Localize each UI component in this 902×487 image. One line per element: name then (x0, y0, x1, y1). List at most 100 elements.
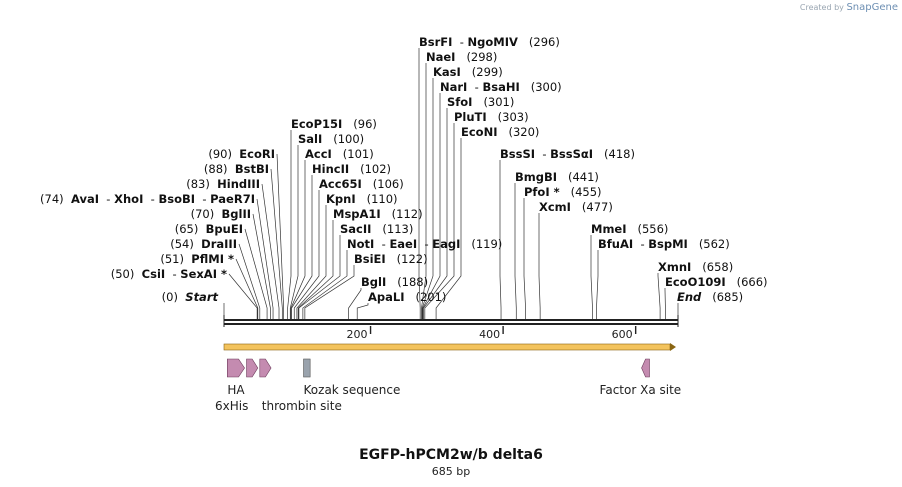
site-leader (289, 145, 299, 319)
enzyme-name: BmgBI (515, 170, 557, 184)
site-position: (50) (111, 267, 135, 281)
site-label-right: MspA1I (112) (333, 207, 423, 221)
orf-arrows (223, 343, 676, 351)
site-label-right: KpnI (110) (326, 192, 398, 206)
enzyme-name: KasI (433, 65, 461, 79)
site-position: (88) (204, 162, 228, 176)
site-label-right: SacII (113) (340, 222, 413, 236)
enzyme-name: MspA1I (333, 207, 381, 221)
site-label-right: EcoO109I (666) (665, 275, 768, 289)
enzyme-name: MmeI (591, 222, 627, 236)
feature-track: HA 6xHis thrombin site Kozak sequence Factor… (215, 358, 681, 413)
site-leader (290, 160, 306, 319)
site-leader (422, 93, 441, 319)
site-leader (421, 63, 427, 319)
site-labels: (0) Start (50) CsiI - SexAI *(51) PflMI *… (40, 35, 768, 304)
site-position: (51) (160, 252, 184, 266)
site-leader (235, 258, 259, 319)
site-position: (320) (508, 125, 539, 139)
site-leader (276, 153, 284, 319)
site-label-left: (51) PflMI * (160, 252, 234, 266)
site-leader (523, 198, 526, 319)
site-label-right: BmgBI (441) (515, 170, 599, 184)
site-leader (261, 183, 280, 319)
site-position: (65) (175, 222, 199, 236)
site-leader (287, 130, 292, 319)
feature-label: Kozak sequence (304, 383, 401, 397)
site-leader (252, 213, 271, 319)
site-position: (477) (582, 200, 613, 214)
enzyme-name: BsiEI (354, 252, 386, 266)
enzyme-name: EcoP15I (291, 117, 342, 131)
enzyme-name: XmnI (658, 260, 691, 274)
site-label-left: (88) BstBI (204, 162, 269, 176)
enzyme-name: AccI (305, 147, 332, 161)
enzyme-name: BsaHI (482, 80, 519, 94)
site-label-right: SalI (100) (298, 132, 364, 146)
enzyme-name: PaeR7I (210, 192, 255, 206)
enzyme-name: BglII (222, 207, 252, 221)
scale-tick-label: 600 (612, 328, 633, 341)
enzyme-name: BsoBI (158, 192, 195, 206)
site-label-right: HincII (102) (312, 162, 391, 176)
site-leader (270, 168, 283, 319)
enzyme-name: SacII (340, 222, 371, 236)
enzyme-name: PfoI * (524, 185, 560, 199)
site-position: (100) (333, 132, 364, 146)
site-leader (256, 198, 274, 319)
map-title: EGFP-hPCM2w/b delta6 (359, 447, 543, 463)
enzyme-name: EagI (432, 237, 460, 251)
site-label-right: BfuAI - BspMI (562) (598, 237, 730, 251)
site-position: (122) (397, 252, 428, 266)
enzyme-name: HindIII (217, 177, 260, 191)
enzyme-name: BssSI (500, 147, 535, 161)
enzyme-name: CsiI (142, 267, 166, 281)
enzyme-name: EcoRI (239, 147, 275, 161)
site-position: (298) (466, 50, 497, 64)
enzyme-name: DraIII (201, 237, 237, 251)
feature-arrow (227, 358, 245, 378)
site-label-right: XmnI (658) (658, 260, 733, 274)
site-label-right: BssSI - BssSαI (418) (500, 147, 635, 161)
enzyme-name: PluTI (454, 110, 487, 124)
site-label-right: BsiEI (122) (354, 252, 428, 266)
site-leader (291, 175, 313, 319)
site-leader (348, 288, 362, 319)
site-leader (296, 205, 327, 319)
site-leader (297, 220, 334, 319)
site-leaders (223, 48, 679, 319)
enzyme-name: NgoMIV (468, 35, 518, 49)
enzyme-name: EcoNI (461, 125, 497, 139)
feature-label: HA (227, 383, 245, 397)
dna-backbone: 200 400 600 (223, 315, 679, 341)
site-leader (421, 78, 434, 319)
site-leader (423, 108, 448, 319)
site-label-right: KasI (299) (433, 65, 503, 79)
site-label-right: PfoI * (455) (524, 185, 602, 199)
site-label-right: NotI - EaeI - EagI (119) (347, 237, 502, 251)
enzyme-name: AvaI (71, 192, 99, 206)
site-leader (435, 138, 462, 319)
site-label-right: BsrFI - NgoMIV (296) (419, 35, 560, 49)
site-position: (113) (382, 222, 413, 236)
site-label-right: EcoP15I (96) (291, 117, 377, 131)
enzyme-name: HincII (312, 162, 349, 176)
enzyme-name: EcoO109I (665, 275, 726, 289)
enzyme-name: PflMI * (191, 252, 234, 266)
map-length: 685 bp (431, 465, 471, 478)
site-label-right: NaeI (298) (426, 50, 497, 64)
site-leader (244, 228, 268, 319)
feature-arrow (641, 358, 650, 378)
site-label-right: MmeI (556) (591, 222, 668, 236)
site-leader (657, 273, 661, 319)
site-label-right: AccI (101) (305, 147, 374, 161)
enzyme-name: BglI (361, 275, 386, 289)
site-position: (74) (40, 192, 64, 206)
site-leader (424, 123, 455, 319)
site-leader (596, 250, 599, 319)
sequence-map: (0) Start (50) CsiI - SexAI *(51) PflMI *… (40, 35, 768, 413)
site-leader (238, 243, 261, 319)
orf-bar (223, 343, 671, 351)
enzyme-name: BsrFI (419, 35, 452, 49)
feature-label: 6xHis (215, 399, 248, 413)
